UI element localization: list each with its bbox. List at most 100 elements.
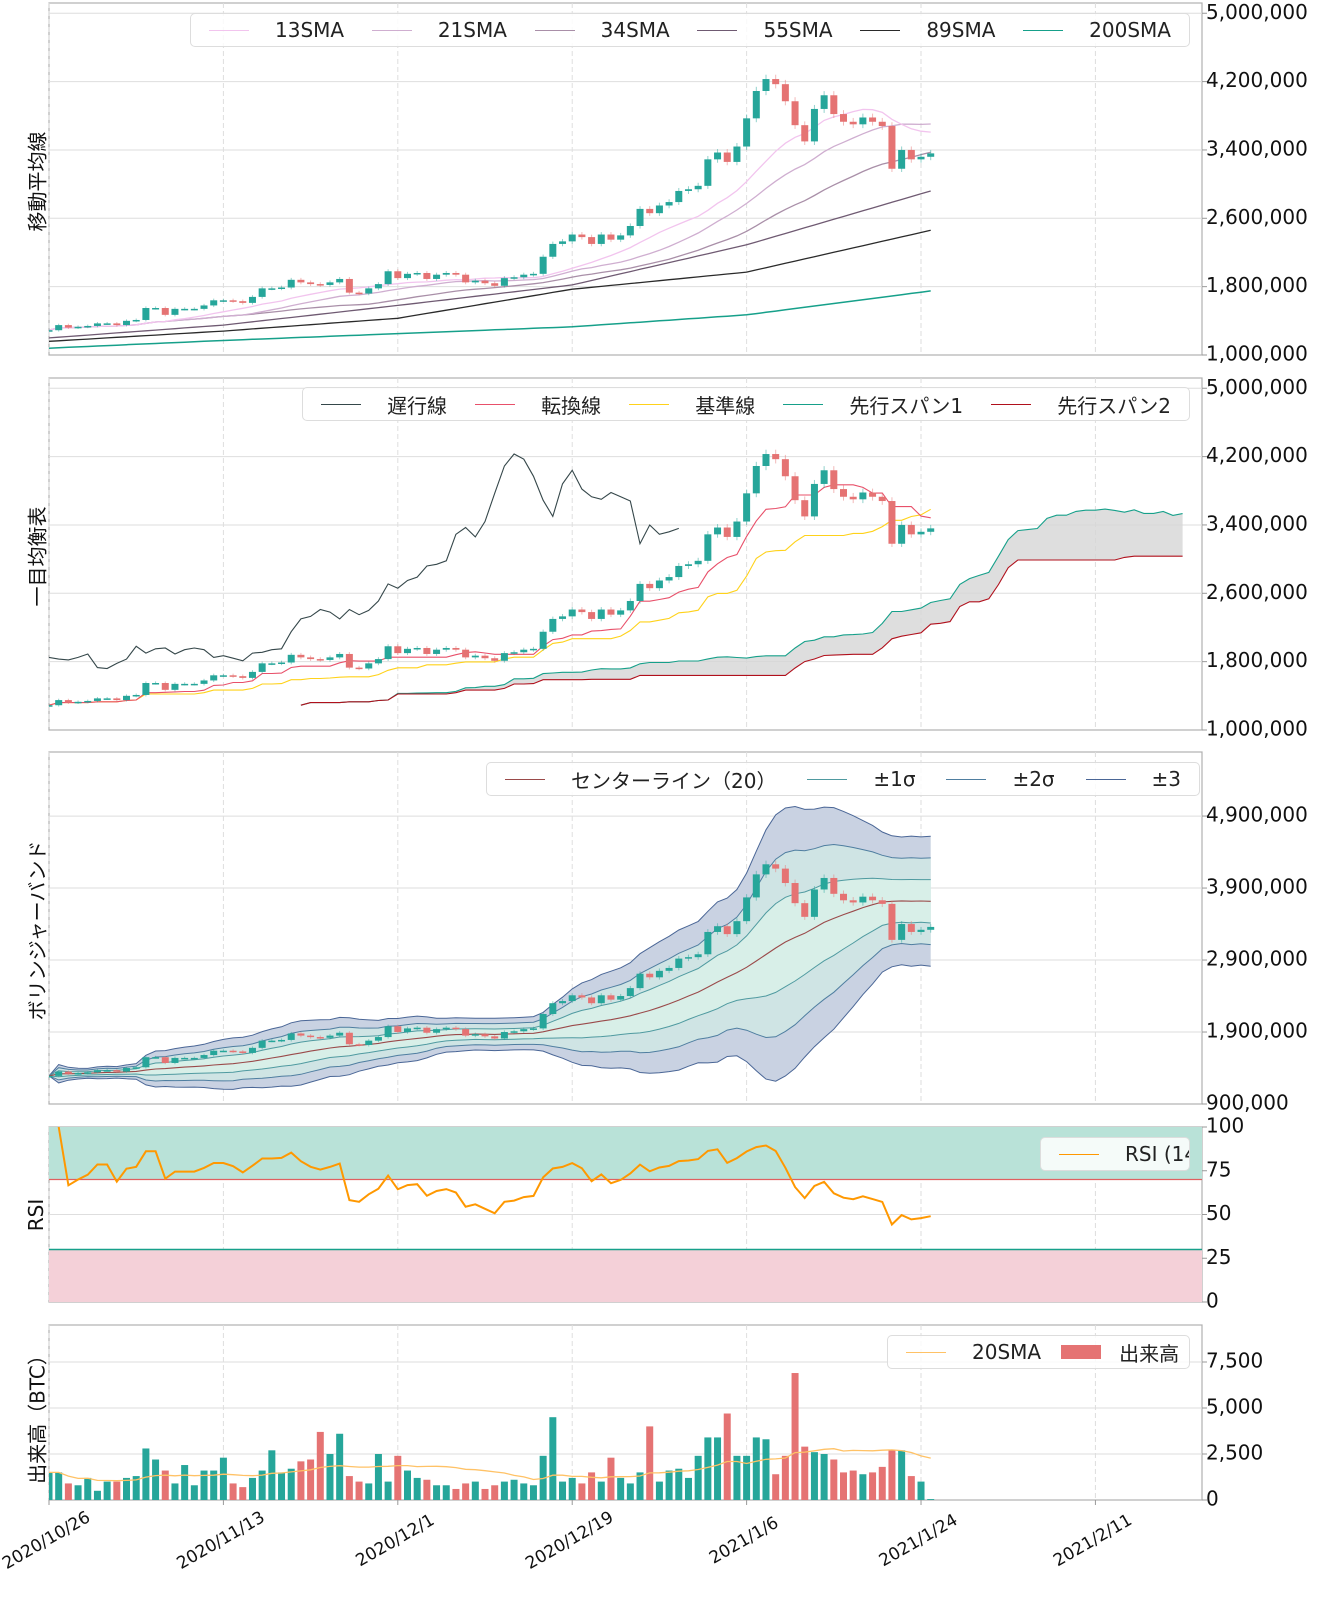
candle-body bbox=[200, 305, 208, 309]
x-tick-label: 2020/10/26 bbox=[0, 1508, 94, 1574]
candle-body bbox=[781, 868, 789, 884]
candle-body bbox=[820, 470, 828, 484]
candle-body bbox=[810, 483, 818, 517]
candle-body bbox=[636, 973, 644, 989]
legend-line bbox=[534, 29, 575, 31]
candle-body bbox=[452, 647, 460, 650]
legend-line bbox=[807, 778, 848, 780]
candle-body bbox=[462, 1029, 470, 1036]
candle-body bbox=[588, 237, 596, 244]
tenkan-line bbox=[49, 484, 931, 706]
volume-bar bbox=[384, 1481, 392, 1500]
bb-center-line bbox=[49, 900, 931, 1077]
volume-bar bbox=[820, 1453, 828, 1500]
y-tick-label: 75 bbox=[1206, 1157, 1231, 1181]
volume-bar bbox=[219, 1457, 227, 1500]
candle-body bbox=[365, 663, 373, 669]
candle-body bbox=[568, 995, 576, 1002]
legend-entry: 先行スパン1 bbox=[783, 390, 963, 419]
panel1-ylabel: 移動平均線 bbox=[25, 131, 50, 232]
candle-body bbox=[704, 534, 712, 561]
legend-line bbox=[1023, 29, 1064, 31]
candle-body bbox=[278, 1039, 286, 1042]
candle-body bbox=[694, 560, 702, 565]
candle-body bbox=[74, 701, 82, 704]
candle-body bbox=[520, 649, 528, 653]
candle-body bbox=[142, 308, 150, 320]
candle-body bbox=[520, 1029, 528, 1032]
candle-body bbox=[190, 1057, 198, 1060]
candle-body bbox=[927, 528, 935, 532]
legend-label: 基準線 bbox=[695, 393, 756, 418]
rsi-legend: RSI (14) bbox=[1040, 1137, 1190, 1171]
candle-body bbox=[307, 657, 315, 660]
candle-body bbox=[297, 1033, 305, 1036]
volume-bar bbox=[927, 1499, 935, 1500]
candle-body bbox=[588, 997, 596, 1004]
volume-bar bbox=[568, 1477, 576, 1500]
candle-body bbox=[898, 149, 906, 169]
volume-bar bbox=[781, 1455, 789, 1500]
volume-bar bbox=[888, 1450, 896, 1500]
candle-body bbox=[171, 308, 179, 315]
legend-line bbox=[371, 29, 412, 31]
y-tick-label: 3,400,000 bbox=[1206, 136, 1308, 160]
candle-body bbox=[704, 931, 712, 955]
volume-bar bbox=[559, 1481, 567, 1500]
candle-body bbox=[762, 864, 770, 875]
candle-body bbox=[278, 287, 286, 290]
candle-body bbox=[500, 1032, 508, 1039]
candle-body bbox=[626, 988, 634, 997]
y-tick-label: 5,000,000 bbox=[1206, 0, 1308, 24]
candle-body bbox=[239, 676, 247, 678]
legend-patch bbox=[1061, 1345, 1102, 1359]
candle-body bbox=[781, 84, 789, 102]
legend-label: 20SMA bbox=[972, 1340, 1042, 1364]
candle-body bbox=[898, 924, 906, 940]
candle-body bbox=[171, 1057, 179, 1063]
candle-body bbox=[859, 117, 867, 125]
volume-bar bbox=[694, 1455, 702, 1500]
y-tick-label: 0 bbox=[1206, 1289, 1219, 1313]
candle-body bbox=[655, 580, 663, 589]
candle-body bbox=[520, 274, 528, 278]
candle-body bbox=[345, 278, 353, 293]
bb-2sigma-upper-line bbox=[49, 843, 931, 1077]
candle-body bbox=[597, 609, 605, 619]
candle-body bbox=[394, 646, 402, 654]
volume-bar bbox=[714, 1437, 722, 1500]
candle-body bbox=[539, 256, 547, 274]
candle-body bbox=[258, 288, 266, 297]
candle-body bbox=[704, 159, 712, 186]
legend-line bbox=[475, 403, 516, 405]
legend-label: 出来高 bbox=[1119, 1341, 1180, 1366]
chikou-line bbox=[49, 453, 679, 670]
candle-body bbox=[471, 655, 479, 658]
y-tick-label: 25 bbox=[1206, 1245, 1231, 1269]
volume-bar bbox=[684, 1477, 692, 1500]
candle-body bbox=[394, 271, 402, 279]
bollinger-legend: センターライン（20） ±1σ ±2σ ±3 bbox=[486, 762, 1200, 796]
candle-body bbox=[907, 524, 915, 535]
legend-entry: 転換線 bbox=[475, 390, 601, 419]
y-tick-label: 2,600,000 bbox=[1206, 580, 1308, 604]
candle-body bbox=[801, 125, 809, 142]
y-tick-label: 50 bbox=[1206, 1201, 1231, 1225]
candle-body bbox=[423, 1027, 431, 1033]
legend-entry: 先行スパン2 bbox=[991, 390, 1171, 419]
candle-body bbox=[733, 521, 741, 537]
candle-body bbox=[646, 583, 654, 589]
candle-body bbox=[684, 957, 692, 959]
candle-body bbox=[403, 273, 411, 279]
volume-bar bbox=[791, 1373, 799, 1500]
volume-bar bbox=[723, 1413, 731, 1500]
legend-label: 34SMA bbox=[600, 18, 670, 42]
volume-bar bbox=[171, 1483, 179, 1500]
volume-bar bbox=[665, 1470, 673, 1500]
y-tick-label: 4,200,000 bbox=[1206, 68, 1308, 92]
volume-bar bbox=[840, 1472, 848, 1500]
candle-body bbox=[791, 883, 799, 904]
candle-body bbox=[55, 1071, 63, 1076]
volume-bar bbox=[481, 1488, 489, 1500]
volume-bar bbox=[278, 1472, 286, 1500]
